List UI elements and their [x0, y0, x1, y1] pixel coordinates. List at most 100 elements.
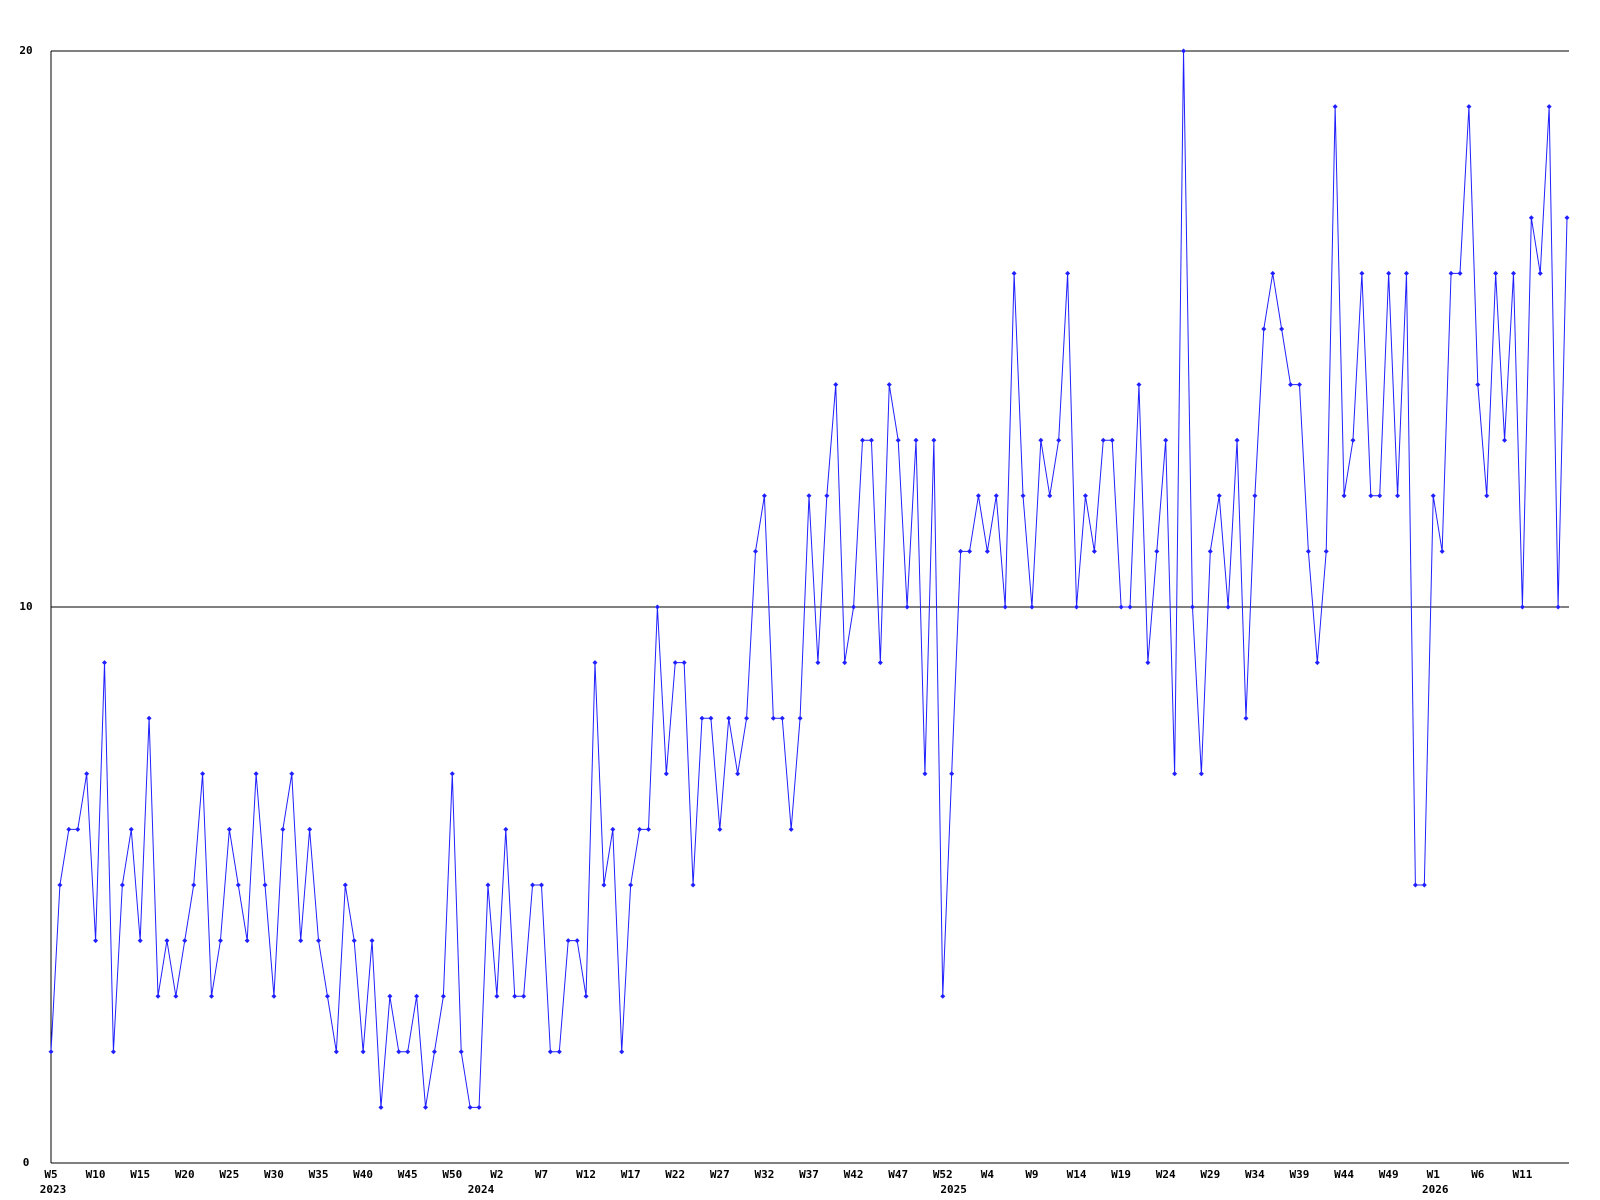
x-tick-label: W50	[442, 1168, 462, 1181]
data-point	[449, 771, 455, 777]
data-point	[253, 771, 259, 777]
data-point	[1252, 493, 1258, 499]
data-point	[405, 1049, 411, 1055]
data-point	[414, 993, 420, 999]
data-point	[173, 993, 179, 999]
x-tick-label: W45	[398, 1168, 418, 1181]
x-year-label: 2023	[40, 1183, 67, 1196]
data-point	[1448, 270, 1454, 276]
data-point	[1395, 493, 1401, 499]
data-point	[200, 771, 206, 777]
x-tick-label: W14	[1067, 1168, 1087, 1181]
data-point	[1118, 604, 1124, 610]
data-point	[993, 493, 999, 499]
data-point	[298, 938, 304, 944]
data-point	[360, 1049, 366, 1055]
data-point	[1198, 771, 1204, 777]
data-point	[672, 660, 678, 666]
data-point	[637, 826, 643, 832]
data-point	[1243, 715, 1249, 721]
data-point	[1314, 660, 1320, 666]
data-point	[1163, 437, 1169, 443]
data-point	[48, 1049, 54, 1055]
data-point	[217, 938, 223, 944]
data-point	[619, 1049, 625, 1055]
data-point	[182, 938, 188, 944]
data-point	[851, 604, 857, 610]
data-point	[788, 826, 794, 832]
data-point	[565, 938, 571, 944]
data-point	[1510, 270, 1516, 276]
data-point	[1002, 604, 1008, 610]
data-point	[975, 493, 981, 499]
x-tick-label: W17	[621, 1168, 641, 1181]
data-point	[770, 715, 776, 721]
data-point	[797, 715, 803, 721]
data-point	[1296, 382, 1302, 388]
data-point	[440, 993, 446, 999]
data-point	[1279, 326, 1285, 332]
data-point	[1368, 493, 1374, 499]
data-point	[476, 1104, 482, 1110]
data-point	[1225, 604, 1231, 610]
data-point	[1359, 270, 1365, 276]
data-point	[1537, 270, 1543, 276]
data-point	[779, 715, 785, 721]
data-point	[235, 882, 241, 888]
data-point	[1475, 382, 1481, 388]
data-point	[75, 826, 81, 832]
x-tick-label: W30	[264, 1168, 284, 1181]
data-point	[1457, 270, 1463, 276]
data-point	[1519, 604, 1525, 610]
data-point	[1466, 104, 1472, 110]
x-tick-label: W44	[1334, 1168, 1354, 1181]
data-point	[1020, 493, 1026, 499]
data-point	[1047, 493, 1053, 499]
data-point	[1082, 493, 1088, 499]
data-point	[1484, 493, 1490, 499]
x-year-label: 2024	[468, 1183, 495, 1196]
data-point	[1377, 493, 1383, 499]
data-point	[984, 548, 990, 554]
data-point	[824, 493, 830, 499]
data-point	[538, 882, 544, 888]
data-point	[1502, 437, 1508, 443]
x-tick-label: W37	[799, 1168, 819, 1181]
data-point	[280, 826, 286, 832]
data-point	[110, 1049, 116, 1055]
data-point	[583, 993, 589, 999]
data-point	[128, 826, 134, 832]
data-point	[1430, 493, 1436, 499]
data-point	[342, 882, 348, 888]
data-point	[1154, 548, 1160, 554]
x-tick-label: W15	[130, 1168, 150, 1181]
data-point	[726, 715, 732, 721]
data-point	[860, 437, 866, 443]
x-tick-label: W4	[981, 1168, 995, 1181]
data-point	[949, 771, 955, 777]
data-point	[752, 548, 758, 554]
y-tick-label: 20	[19, 44, 32, 57]
data-point	[1350, 437, 1356, 443]
data-point	[1074, 604, 1080, 610]
data-point	[209, 993, 215, 999]
data-point	[1207, 548, 1213, 554]
data-point	[333, 1049, 339, 1055]
x-year-label: 2026	[1422, 1183, 1449, 1196]
data-point	[904, 604, 910, 610]
data-point	[592, 660, 598, 666]
data-point	[503, 826, 509, 832]
data-point	[610, 826, 616, 832]
data-point	[271, 993, 277, 999]
data-point	[1564, 215, 1570, 221]
data-point	[654, 604, 660, 610]
x-tick-label: W34	[1245, 1168, 1265, 1181]
data-point	[628, 882, 634, 888]
data-point	[1421, 882, 1427, 888]
data-point	[717, 826, 723, 832]
data-point	[1056, 437, 1062, 443]
data-point	[93, 938, 99, 944]
x-tick-label: W5	[44, 1168, 57, 1181]
data-line	[50, 50, 1568, 1108]
